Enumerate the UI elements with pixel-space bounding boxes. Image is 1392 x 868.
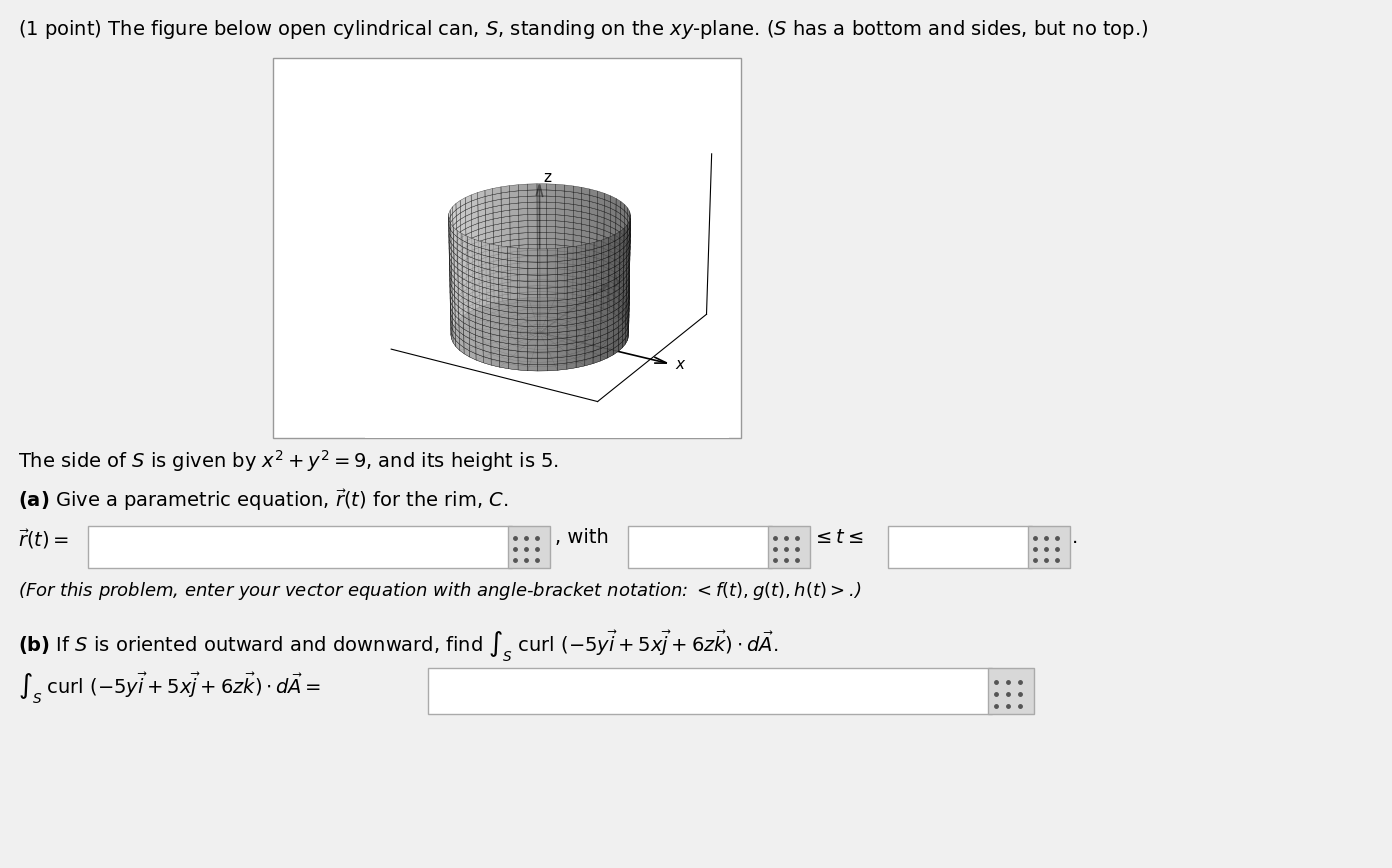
Text: $\leq t \leq$: $\leq t \leq$ (812, 528, 863, 547)
Text: , with: , with (555, 528, 608, 547)
Text: $\mathbf{(b)}$ If $S$ is oriented outward and downward, find $\int_S$ curl $(-5y: $\mathbf{(b)}$ If $S$ is oriented outwar… (18, 628, 778, 664)
Text: .: . (1072, 528, 1079, 547)
FancyBboxPatch shape (427, 668, 992, 714)
FancyBboxPatch shape (273, 58, 741, 438)
FancyBboxPatch shape (768, 526, 810, 568)
FancyBboxPatch shape (628, 526, 773, 568)
Text: The side of $S$ is given by $x^2 + y^2 = 9$, and its height is 5.: The side of $S$ is given by $x^2 + y^2 =… (18, 448, 560, 474)
FancyBboxPatch shape (88, 526, 512, 568)
Text: $\vec{r}(t) =$: $\vec{r}(t) =$ (18, 528, 70, 551)
Text: $\mathbf{(a)}$ Give a parametric equation, $\vec{r}(t)$ for the rim, $C$.: $\mathbf{(a)}$ Give a parametric equatio… (18, 488, 508, 513)
Text: (1 point) The figure below open cylindrical can, $S$, standing on the $xy$-plane: (1 point) The figure below open cylindri… (18, 18, 1148, 41)
FancyBboxPatch shape (1029, 526, 1070, 568)
FancyBboxPatch shape (888, 526, 1031, 568)
FancyBboxPatch shape (988, 668, 1034, 714)
FancyBboxPatch shape (508, 526, 550, 568)
Text: (For this problem, enter your vector equation with angle-bracket notation: $< f(: (For this problem, enter your vector equ… (18, 580, 862, 602)
Text: $\int_S$ curl $(-5y\vec{i} + 5x\vec{j} + 6z\vec{k}) \cdot d\vec{A} =$: $\int_S$ curl $(-5y\vec{i} + 5x\vec{j} +… (18, 670, 322, 706)
